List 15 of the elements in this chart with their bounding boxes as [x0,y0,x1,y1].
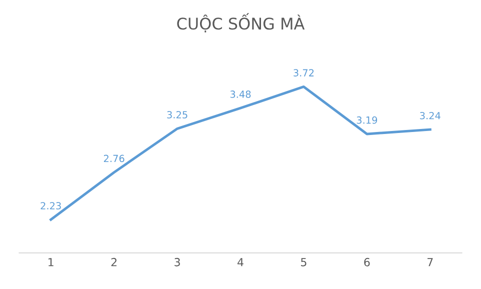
x-tick-label: 3 [174,258,180,266]
data-label: 3.19 [356,116,378,124]
chart-title: CUỘC SỐNG MÀ [177,13,305,32]
x-tick-label: 7 [428,258,433,266]
x-tick-label: 4 [238,258,244,266]
data-label: 2.76 [104,154,124,162]
data-label: 3.24 [420,112,440,120]
data-label: 2.23 [40,202,61,210]
data-label: 3.25 [167,111,188,118]
x-tick-label: 6 [364,258,370,266]
x-tick-label: 1 [48,258,54,266]
x-tick-label: 2 [111,258,116,266]
data-label: 3.48 [230,90,251,98]
data-label: 3.72 [294,69,314,76]
x-tick-label: 5 [301,258,306,266]
